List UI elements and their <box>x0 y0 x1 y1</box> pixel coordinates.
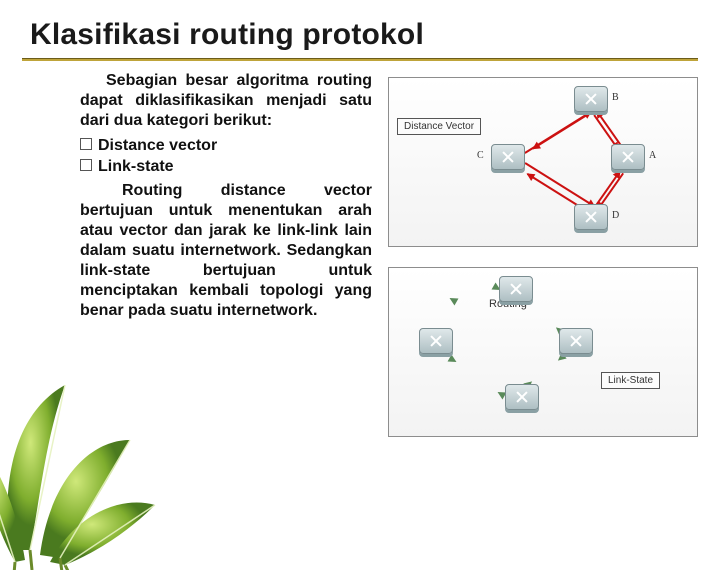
router-node-icon <box>419 328 453 354</box>
node-label: C <box>477 150 484 161</box>
distance-vector-diagram: Distance Vector B A D C <box>388 77 698 247</box>
router-node-icon <box>499 276 533 302</box>
router-node-icon <box>611 144 645 170</box>
checkbox-icon <box>80 138 92 150</box>
bullet-label: Distance vector <box>98 136 217 156</box>
diagram-label: Distance Vector <box>397 118 481 135</box>
node-label: A <box>649 150 656 161</box>
router-node-icon <box>505 384 539 410</box>
router-node-icon <box>559 328 593 354</box>
arrow-icon <box>532 106 599 149</box>
arrowhead-icon <box>448 295 459 306</box>
body-paragraph: Routing distance vector bertujuan untuk … <box>80 181 372 321</box>
router-node-icon <box>574 204 608 230</box>
checkbox-icon <box>80 159 92 171</box>
bullet-item: Link-state <box>80 156 372 177</box>
diagram-column: Distance Vector B A D C Routing Link-State <box>388 71 698 437</box>
title-rule <box>22 58 698 61</box>
text-column: Sebagian besar algoritma routing dapat d… <box>22 71 372 437</box>
arrow-icon <box>596 110 622 146</box>
bullet-item: Distance vector <box>80 135 372 156</box>
router-node-icon <box>491 144 525 170</box>
arrowhead-icon <box>555 352 566 363</box>
node-label: D <box>612 210 619 221</box>
router-node-icon <box>574 86 608 112</box>
diagram-label: Link-State <box>601 372 660 389</box>
intro-paragraph: Sebagian besar algoritma routing dapat d… <box>80 71 372 131</box>
arrow-icon <box>524 162 595 207</box>
arrow-icon <box>594 170 621 207</box>
node-label: B <box>612 92 619 103</box>
slide-title: Klasifikasi routing protokol <box>22 18 698 52</box>
arrowhead-icon <box>448 355 459 366</box>
link-state-diagram: Routing Link-State <box>388 267 698 437</box>
bullet-list: Distance vector Link-state <box>80 135 372 177</box>
bullet-label: Link-state <box>98 157 174 177</box>
